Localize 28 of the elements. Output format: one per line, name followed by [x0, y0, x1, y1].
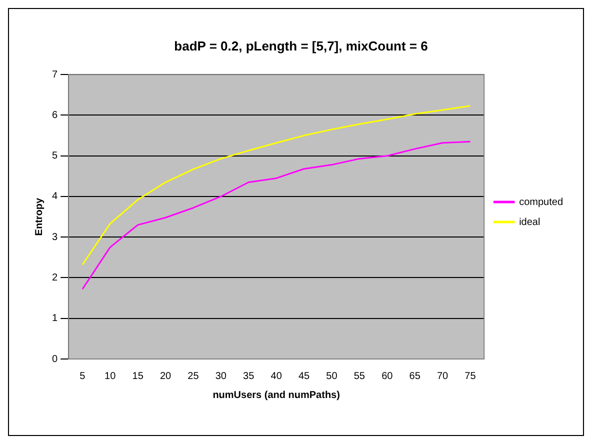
x-tick-label: 65 [409, 370, 421, 382]
x-tick-label: 35 [243, 370, 255, 382]
y-tick-label: 0 [52, 354, 58, 365]
y-tick-label: 7 [52, 69, 58, 80]
y-tick-label: 3 [52, 232, 58, 243]
x-tick-label: 70 [436, 370, 449, 382]
y-tick-label: 5 [52, 150, 58, 162]
x-tick-label: 75 [464, 370, 476, 382]
x-tick-label: 20 [160, 370, 172, 382]
y-axis-title: Entropy [34, 197, 45, 236]
legend-label: computed [519, 196, 564, 208]
x-tick-label: 15 [132, 370, 144, 382]
x-tick-label: 30 [215, 370, 227, 382]
y-tick-label: 2 [52, 272, 58, 284]
x-tick-label: 55 [354, 370, 366, 382]
x-tick-label: 10 [104, 370, 116, 382]
y-tick-label: 1 [52, 313, 58, 324]
chart-title: badP = 0.2, pLength = [5,7], mixCount = 6 [174, 38, 428, 54]
x-tick-label: 60 [382, 370, 394, 382]
x-tick-label: 40 [270, 370, 282, 382]
legend-label: ideal [519, 216, 540, 228]
x-tick-label: 25 [188, 370, 200, 382]
x-tick-label: 50 [326, 370, 338, 382]
x-tick-label: 45 [298, 370, 310, 382]
x-axis-title: numUsers (and numPaths) [212, 390, 340, 401]
y-tick-label: 4 [52, 191, 58, 202]
x-tick-label: 5 [80, 370, 86, 382]
y-tick-label: 6 [52, 110, 58, 121]
